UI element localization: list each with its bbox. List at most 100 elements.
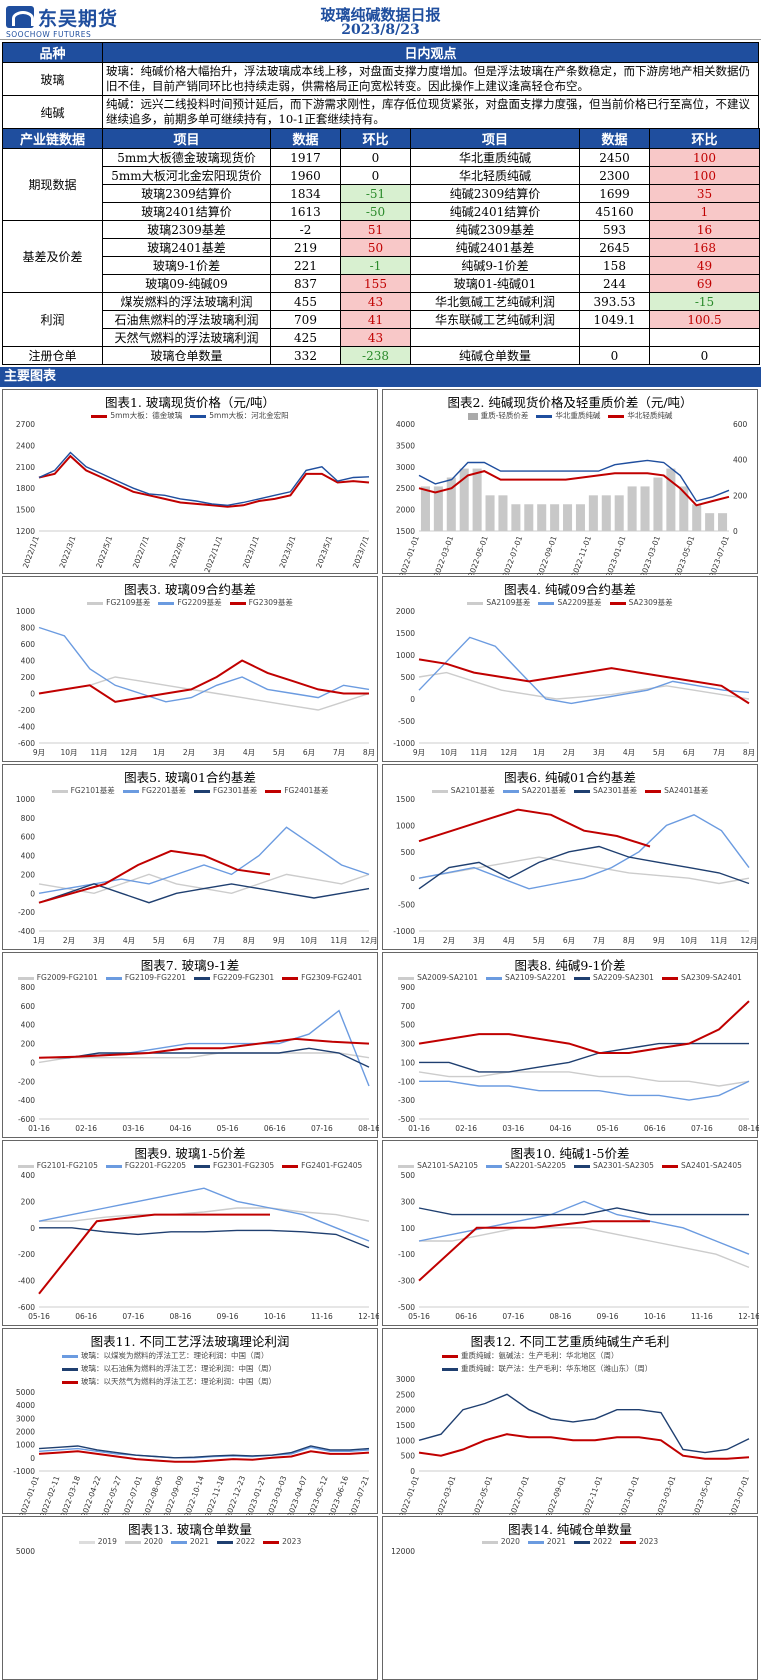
legend-swatch	[574, 976, 590, 980]
view-table: 品种 日内观点 玻璃 玻璃：纯碱价格大幅抬升，浮法玻璃成本线上移，对盘面支撑力度…	[2, 42, 759, 129]
x-tick-label: 6月	[683, 748, 695, 757]
x-tick-label: 3月	[213, 748, 225, 757]
legend-label: 2023	[639, 1537, 659, 1546]
x-tick-label: 2023/3/1	[278, 534, 298, 569]
legend-swatch	[51, 789, 68, 793]
x-tick-label: 8月	[623, 936, 635, 945]
data-left: 455	[270, 292, 341, 311]
glass-view-text: 玻璃：纯碱价格大幅抬升，浮法玻璃成本线上移，对盘面支撑力度增加。但是浮法玻璃在产…	[102, 62, 759, 96]
data-left: 219	[270, 238, 341, 257]
legend-label: FG2401基差	[284, 786, 329, 795]
x-tick-label: 11月	[90, 748, 107, 757]
group-label-warrant: 注册仓单	[2, 346, 103, 365]
data-left: 1960	[270, 166, 341, 185]
legend-entry: SA2101基差	[431, 785, 495, 796]
legend-swatch	[608, 414, 625, 418]
y-tick-label: 3500	[396, 441, 415, 450]
chart-plot: 5000	[16, 1547, 35, 1556]
legend-label: FG2309-FG2401	[301, 973, 363, 982]
x-tick-label: 2022-03-18	[59, 1474, 82, 1515]
y-tick-label: 0	[30, 889, 35, 898]
legend-label: SA2209基差	[557, 598, 602, 607]
legend-entry: 2022	[574, 1537, 612, 1546]
item-left: 5mm大板德金玻璃现货价	[102, 148, 271, 167]
y-tick-label: 0	[30, 690, 35, 699]
x-tick-label: 2022-03-01	[432, 534, 455, 575]
change-left: -50	[340, 202, 411, 221]
series-line	[418, 636, 750, 705]
x-tick-label: 11-16	[311, 1312, 333, 1321]
y-tick-label: 400	[21, 657, 36, 666]
legend-label: FG2401-FG2405	[301, 1161, 363, 1170]
x-tick-label: 7月	[593, 936, 605, 945]
x-tick-label: 3月	[473, 936, 485, 945]
legend-label: SA2009-SA2101	[417, 973, 479, 982]
legend-label: SA2101基差	[450, 786, 495, 795]
legend-entry: 重质-轻质价差	[467, 410, 528, 421]
chart-panel: 图表12. 不同工艺重质纯碱生产毛利 重质纯碱：氨碱法：生产毛利：华北地区（周）重…	[382, 1328, 758, 1515]
x-tick-label: 2022-05-27	[100, 1474, 123, 1515]
series-line	[38, 676, 370, 711]
chart-bar	[563, 504, 573, 531]
item-left: 玻璃09-纯碱09	[102, 274, 271, 293]
chart-panel: 图表13. 玻璃仓单数量 2019 2020 2021 2022 2023 5000	[2, 1516, 378, 1680]
legend-label: 2022	[593, 1537, 613, 1546]
data-right: 45160	[579, 202, 650, 221]
legend-label: 玻璃：以煤炭为燃料的浮法工艺：理论利润：中国（周）	[81, 1351, 269, 1360]
legend-entry: 玻璃：以天然气为燃料的浮法工艺：理论利润：中国（周）	[62, 1375, 373, 1388]
legend-swatch	[263, 1540, 280, 1544]
legend-swatch	[442, 1354, 458, 1358]
x-tick-label: 2022-05-01	[471, 1474, 494, 1515]
legend-label: FG2009-FG2101	[36, 973, 98, 982]
legend-swatch	[17, 976, 34, 980]
legend-label: FG2301基差	[213, 786, 258, 795]
data-left: 1613	[270, 202, 341, 221]
legend-swatch	[265, 789, 282, 793]
x-tick-label: 2022-02-11	[38, 1474, 61, 1515]
x-tick-label: 04-16	[550, 1124, 572, 1133]
legend-label: 华北重质纯碱	[555, 411, 601, 420]
chart-title: 图表1. 玻璃现货价格（元/吨）	[104, 395, 276, 410]
x-tick-label: 2022-10-14	[183, 1474, 206, 1515]
chart-panel: 图表3. 玻璃09合约基差 FG2109基差 FG2209基差 FG2309基差 100…	[2, 576, 378, 762]
chart-panel: 图表4. 纯碱09合约基差 SA2109基差 SA2209基差 SA2309基差 200…	[382, 576, 758, 762]
legend-entry: FG2309基差	[229, 597, 293, 608]
chart-legend: SA2101-SA2105 SA2201-SA2205 SA2301-SA2305 S…	[383, 1161, 757, 1170]
change-left: 0	[340, 148, 411, 167]
y-tick-label: 500	[401, 848, 416, 857]
series-line	[418, 1393, 750, 1454]
chart-legend: 2020 2021 2022 2023	[383, 1537, 757, 1546]
logo-subtext: SOOCHOW FUTURES	[6, 30, 92, 39]
item-right: 玻璃01-纯碱01	[410, 274, 580, 293]
y-tick-label: 2000	[396, 506, 415, 515]
x-tick-label: 7月	[713, 748, 725, 757]
legend-swatch	[661, 976, 678, 980]
x-tick-label: 11-16	[691, 1312, 713, 1321]
series-line	[38, 883, 370, 904]
item-left: 玻璃仓单数量	[102, 346, 271, 365]
x-tick-label: 5月	[653, 748, 665, 757]
y-tick-label: -400	[18, 723, 35, 732]
chart-legend: FG2101基差 FG2201基差 FG2301基差 FG2401基差	[3, 785, 377, 796]
legend-swatch	[62, 1367, 78, 1371]
legend-entry: SA2101-SA2105	[398, 1161, 478, 1170]
table-row: 石油焦燃料的浮法玻璃利润 709 41 华东联碱工艺纯碱利润 1049.1 100.5	[3, 310, 760, 329]
legend-entry: FG2201基差	[122, 785, 186, 796]
item-right: 纯碱2309基差	[410, 220, 580, 239]
y-tick-label: -200	[18, 706, 35, 715]
x-tick-label: 08-16	[550, 1312, 572, 1321]
y-tick-label: 500	[401, 1021, 416, 1030]
y-tick-label: -500	[398, 1115, 415, 1124]
header-change-right: 环比	[649, 128, 760, 149]
x-tick-label: 12月	[500, 748, 517, 757]
series-line	[38, 1213, 270, 1295]
chart-legend: FG2009-FG2101 FG2109-FG2201 FG2209-FG2301 F…	[3, 973, 377, 982]
legend-entry: FG2201-FG2205	[105, 1161, 186, 1170]
chart-plot: 12000	[391, 1547, 415, 1556]
series-line	[39, 1227, 370, 1249]
x-tick-label: 2022/7/1	[131, 534, 151, 569]
table-row: 利润 煤炭燃料的浮法玻璃利润 455 43 华北氨碱工艺纯碱利润 393.53 -15	[2, 292, 760, 347]
logo: 东吴期货 SOOCHOW FUTURES	[6, 4, 146, 39]
change-right: 100	[649, 148, 760, 167]
